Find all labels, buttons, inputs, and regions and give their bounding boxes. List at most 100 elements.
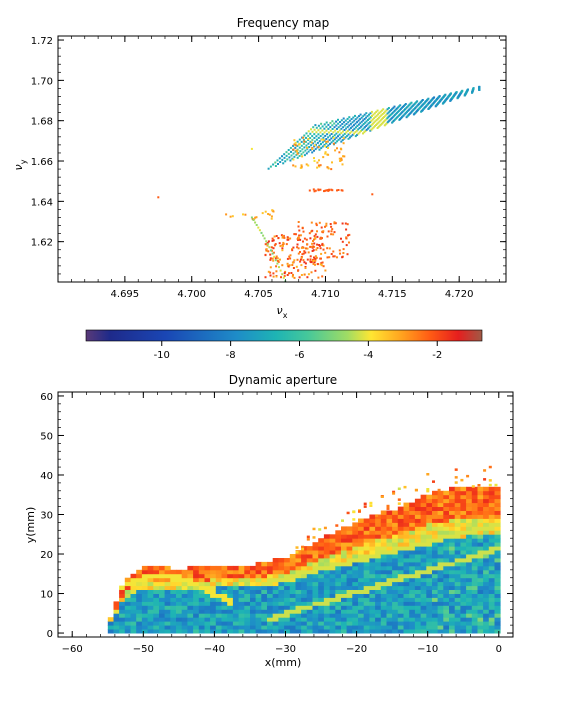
tune-point: [323, 131, 326, 134]
aperture-cell: [346, 526, 353, 531]
tune-point: [319, 164, 322, 167]
aperture-cell: [329, 561, 336, 567]
aperture-cell: [488, 577, 495, 583]
aperture-cell: [483, 577, 490, 583]
tune-point: [333, 138, 336, 141]
aperture-cell: [420, 526, 427, 531]
tune-point: [324, 269, 327, 272]
aperture-cell: [136, 581, 143, 587]
aperture-cell: [369, 546, 376, 551]
tune-point: [272, 239, 275, 242]
aperture-cell: [375, 546, 382, 551]
tune-point: [307, 273, 310, 276]
aperture-cell: [346, 546, 353, 551]
aperture-cell: [341, 565, 348, 571]
tune-point: [306, 243, 309, 246]
tune-point: [302, 259, 305, 262]
aperture-cell: [306, 617, 313, 622]
tune-point: [322, 230, 325, 233]
aperture-cell: [215, 625, 222, 630]
aperture-cell: [488, 621, 495, 626]
aperture-cell: [494, 510, 501, 515]
aperture-cell: [170, 613, 177, 618]
tune-point: [331, 228, 334, 231]
aperture-cell: [301, 581, 308, 587]
aperture-cell: [466, 510, 473, 515]
aperture-cell: [409, 546, 416, 551]
tune-point: [338, 249, 341, 252]
aperture-cell: [494, 542, 501, 547]
aperture-cell: [471, 534, 478, 539]
aperture-cell: [358, 530, 365, 535]
tune-point: [297, 269, 299, 272]
tune-point: [467, 88, 469, 91]
aperture-cell: [460, 609, 467, 614]
aperture-cell: [488, 546, 495, 551]
aperture-cell: [306, 593, 313, 598]
tune-point: [316, 247, 319, 249]
aperture-cell: [227, 569, 234, 575]
tune-point: [286, 257, 289, 260]
aperture-cell: [153, 581, 160, 587]
tune-point: [321, 141, 324, 144]
aperture-cell: [414, 498, 421, 504]
aperture-cell: [466, 621, 473, 626]
tune-point: [378, 124, 381, 127]
tune-point: [387, 111, 390, 114]
aperture-cell: [284, 601, 291, 606]
tune-point: [302, 252, 305, 255]
aperture-cell: [284, 565, 291, 571]
tune-point: [262, 234, 265, 237]
aperture-cell: [483, 518, 490, 523]
aperture-cell: [198, 573, 205, 579]
frequency-map-ticks: 4.695 4.700 4.705 4.710 4.715 4.7201.621.641.…: [31, 36, 506, 300]
aperture-cell: [363, 538, 370, 543]
aperture-cell: [301, 589, 308, 594]
aperture-cell: [124, 589, 131, 594]
tune-point: [285, 151, 288, 154]
aperture-cell: [488, 518, 495, 523]
tune-point: [421, 99, 424, 101]
tune-point: [365, 112, 368, 115]
tune-point: [388, 110, 391, 113]
aperture-cell: [232, 609, 239, 614]
aperture-cell: [346, 613, 353, 618]
aperture-cell: [318, 528, 322, 531]
aperture-cell: [414, 558, 421, 563]
aperture-cell: [488, 502, 495, 507]
aperture-cell: [397, 514, 404, 519]
tune-point: [289, 254, 292, 257]
tune-point: [303, 273, 306, 276]
aperture-cell: [483, 490, 490, 496]
aperture-cell: [255, 589, 262, 594]
aperture-cell: [375, 514, 382, 519]
aperture-cell: [432, 498, 439, 504]
tune-point: [338, 129, 341, 132]
tune-point: [371, 118, 374, 121]
aperture-cell: [392, 609, 399, 614]
aperture-cell: [272, 565, 279, 571]
tune-point: [291, 261, 294, 264]
aperture-cell: [403, 538, 410, 543]
aperture-cell: [358, 522, 365, 527]
aperture-cell: [221, 601, 228, 606]
tune-point: [326, 235, 329, 238]
aperture-cell: [164, 625, 171, 630]
tune-point: [383, 116, 386, 118]
tune-point: [461, 89, 464, 92]
aperture-cell: [369, 504, 373, 507]
aperture-cell: [323, 546, 330, 551]
aperture-cell: [397, 526, 404, 531]
aperture-cell: [420, 609, 427, 614]
tune-point: [358, 127, 361, 130]
tune-point: [303, 250, 306, 253]
tune-point: [332, 255, 335, 258]
aperture-cell: [409, 577, 416, 583]
tune-point: [371, 193, 374, 196]
aperture-cell: [488, 465, 492, 469]
tune-point: [369, 116, 372, 119]
tune-point: [244, 213, 247, 216]
aperture-cell: [363, 629, 370, 634]
aperture-cell: [471, 506, 478, 511]
aperture-cell: [454, 510, 461, 515]
